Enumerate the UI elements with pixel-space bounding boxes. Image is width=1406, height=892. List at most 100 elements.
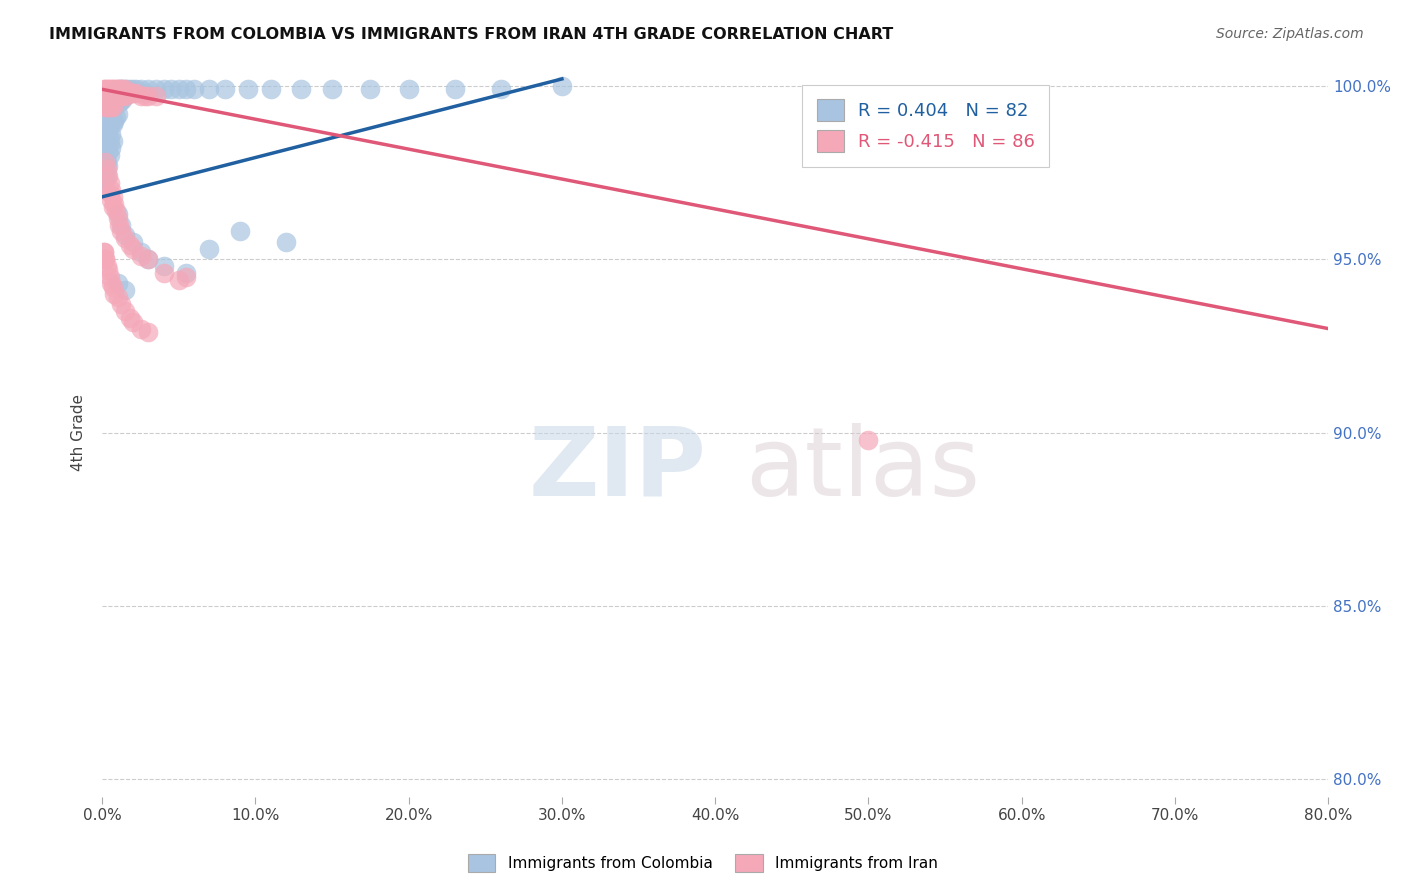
Point xyxy=(145,89,167,103)
Point xyxy=(111,82,134,96)
Point xyxy=(114,227,136,242)
Point xyxy=(125,86,148,100)
Point xyxy=(96,100,118,114)
Point xyxy=(160,82,183,96)
Point xyxy=(100,100,122,114)
Point xyxy=(98,176,121,190)
Point xyxy=(97,113,120,128)
Point xyxy=(110,225,132,239)
Point xyxy=(96,89,118,103)
Point xyxy=(105,89,128,103)
Point xyxy=(121,315,143,329)
Point xyxy=(105,86,128,100)
Point xyxy=(96,169,118,183)
Point xyxy=(118,238,141,252)
Point xyxy=(136,82,159,96)
Point xyxy=(96,137,118,152)
Point xyxy=(103,100,125,114)
Point xyxy=(98,148,121,162)
Point xyxy=(101,280,124,294)
Point xyxy=(152,259,174,273)
Point xyxy=(136,325,159,339)
Text: IMMIGRANTS FROM COLOMBIA VS IMMIGRANTS FROM IRAN 4TH GRADE CORRELATION CHART: IMMIGRANTS FROM COLOMBIA VS IMMIGRANTS F… xyxy=(49,27,893,42)
Point xyxy=(103,82,125,96)
Point xyxy=(290,82,312,96)
Point xyxy=(136,89,159,103)
Point xyxy=(107,207,129,221)
Point xyxy=(107,93,129,107)
Point xyxy=(111,89,134,103)
Point xyxy=(108,96,131,111)
Point xyxy=(114,284,136,298)
Point xyxy=(101,89,124,103)
Point xyxy=(129,321,152,335)
Point xyxy=(97,169,120,183)
Point xyxy=(100,89,122,103)
Point xyxy=(108,82,131,96)
Point xyxy=(129,89,152,103)
Point xyxy=(93,93,115,107)
Point xyxy=(111,93,134,107)
Point xyxy=(134,86,156,100)
Point xyxy=(101,100,124,114)
Point xyxy=(94,152,117,166)
Point xyxy=(94,89,117,103)
Point xyxy=(107,211,129,225)
Point xyxy=(98,89,121,103)
Point xyxy=(129,249,152,263)
Point xyxy=(105,203,128,218)
Point xyxy=(108,89,131,103)
Point xyxy=(112,86,135,100)
Point xyxy=(121,86,143,100)
Point xyxy=(167,82,190,96)
Point xyxy=(198,242,221,256)
Point xyxy=(94,183,117,197)
Point xyxy=(98,100,121,114)
Point xyxy=(152,82,174,96)
Point xyxy=(94,155,117,169)
Point xyxy=(136,252,159,267)
Point xyxy=(136,252,159,267)
Point xyxy=(97,262,120,277)
Point xyxy=(101,200,124,214)
Text: atlas: atlas xyxy=(745,423,980,516)
Point xyxy=(101,190,124,204)
Point xyxy=(118,82,141,96)
Point xyxy=(145,82,167,96)
Point xyxy=(134,89,156,103)
Legend: Immigrants from Colombia, Immigrants from Iran: Immigrants from Colombia, Immigrants fro… xyxy=(460,846,946,880)
Point xyxy=(198,82,221,96)
Point xyxy=(115,82,138,96)
Point xyxy=(236,82,259,96)
Point xyxy=(121,235,143,249)
Point xyxy=(108,218,131,232)
Point xyxy=(93,245,115,260)
Point xyxy=(274,235,297,249)
Point xyxy=(121,82,143,96)
Point xyxy=(96,259,118,273)
Point xyxy=(100,183,122,197)
Point xyxy=(94,165,117,179)
Point xyxy=(107,106,129,120)
Point xyxy=(110,89,132,103)
Point xyxy=(129,82,152,96)
Point xyxy=(97,82,120,96)
Point xyxy=(97,89,120,103)
Point xyxy=(110,218,132,232)
Point xyxy=(100,110,122,124)
Point xyxy=(321,82,343,96)
Point xyxy=(443,82,465,96)
Point xyxy=(114,89,136,103)
Point xyxy=(176,82,198,96)
Point xyxy=(94,100,117,114)
Point xyxy=(94,82,117,96)
Point xyxy=(111,82,134,96)
Point xyxy=(96,162,118,177)
Point xyxy=(108,86,131,100)
Point xyxy=(96,82,118,96)
Point xyxy=(101,89,124,103)
Point xyxy=(98,103,121,117)
Point xyxy=(114,82,136,96)
Point xyxy=(229,225,252,239)
Point xyxy=(103,89,125,103)
